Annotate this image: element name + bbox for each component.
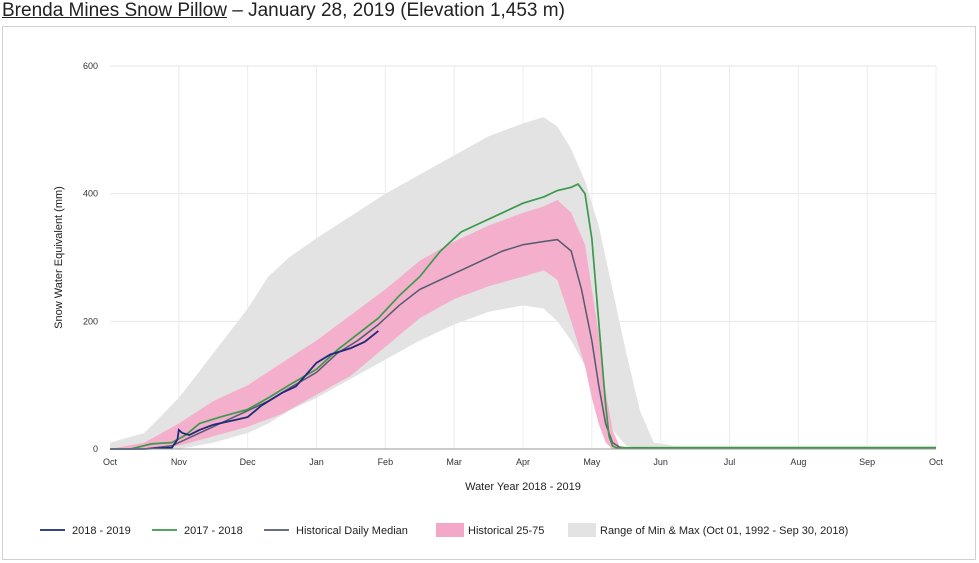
x-tick-label: Jul (724, 457, 736, 467)
historical-25-75-band (110, 200, 936, 449)
series-2017-2018-line (110, 183, 936, 450)
x-tick-label: Jun (653, 457, 668, 467)
y-tick-label: 400 (83, 189, 98, 199)
legend-label: Historical Daily Median (296, 525, 408, 537)
x-axis-label: Water Year 2018 - 2019 (465, 481, 581, 493)
title-detail: – January 28, 2019 (Elevation 1,453 m) (226, 0, 565, 21)
x-tick-label: May (583, 457, 601, 467)
x-tick-label: Oct (103, 457, 118, 467)
y-tick-label: 600 (83, 61, 98, 71)
x-tick-label: Apr (516, 457, 530, 467)
legend-swatch (568, 523, 596, 537)
legend-label: 2018 - 2019 (72, 525, 131, 537)
x-tick-label: Aug (790, 457, 806, 467)
chart-frame (2, 26, 976, 560)
station-name: Brenda Mines Snow Pillow (2, 0, 227, 21)
x-tick-label: Dec (240, 457, 257, 467)
page-title: Brenda Mines Snow Pillow – January 28, 2… (2, 0, 565, 22)
y-tick-label: 0 (93, 444, 98, 454)
legend-label: 2017 - 2018 (184, 525, 243, 537)
series-2018-2019-line (110, 330, 379, 450)
x-tick-label: Feb (378, 457, 394, 467)
x-tick-label: Jan (309, 457, 324, 467)
x-tick-label: Oct (929, 457, 944, 467)
legend-label: Range of Min & Max (Oct 01, 1992 - Sep 3… (600, 525, 848, 537)
x-tick-label: Mar (446, 457, 462, 467)
legend-swatch (436, 523, 464, 537)
y-axis-label: Snow Water Equivalent (mm) (53, 186, 65, 329)
legend-label: Historical 25-75 (468, 525, 544, 537)
y-tick-label: 200 (83, 316, 98, 326)
x-tick-label: Nov (171, 457, 188, 467)
x-tick-label: Sep (859, 457, 875, 467)
